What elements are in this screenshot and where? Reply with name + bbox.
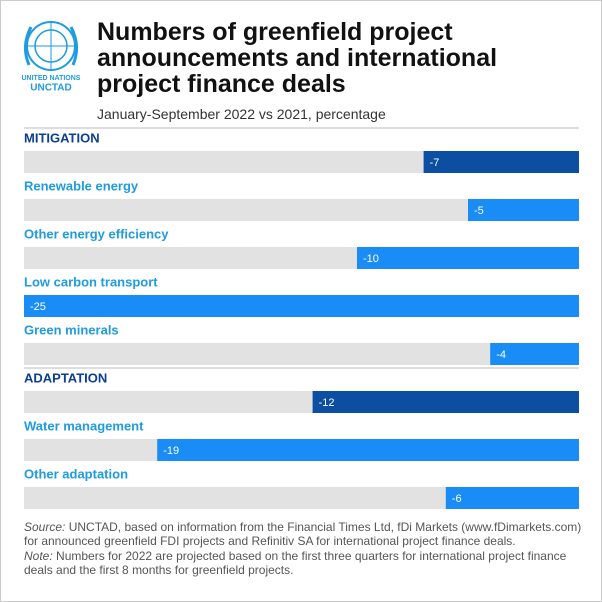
bar-track <box>24 199 579 221</box>
logo: UNITED NATIONS UNCTAD <box>22 21 81 94</box>
category-label: Other adaptation <box>24 466 128 481</box>
note-text: Numbers for 2022 are projected based on … <box>24 549 567 577</box>
value-label: -5 <box>474 205 484 217</box>
category-label: Other energy efficiency <box>24 226 169 241</box>
value-label: -4 <box>496 349 506 361</box>
chart-subtitle: January-September 2022 vs 2021, percenta… <box>97 106 386 122</box>
bar <box>490 343 579 365</box>
value-label: -10 <box>363 253 379 265</box>
category-label: Low carbon transport <box>24 274 158 289</box>
category-label: Water management <box>24 418 144 433</box>
chart: MITIGATION -7 Renewable energy -5 Other ener… <box>24 127 579 509</box>
logo-line2: UNCTAD <box>30 83 71 94</box>
chart-title: Numbers of greenfield project announceme… <box>97 18 498 98</box>
source-label: Source: <box>24 520 66 534</box>
logo-line1: UNITED NATIONS <box>22 75 81 82</box>
category-label: Green minerals <box>24 322 119 337</box>
bar <box>445 487 579 509</box>
value-label: -6 <box>452 493 462 505</box>
bar-track <box>24 487 579 509</box>
bar <box>157 439 579 461</box>
category-label: Renewable energy <box>24 178 139 193</box>
footer: Source: UNCTAD, based on information fro… <box>24 520 584 578</box>
note: Note: Numbers for 2022 are projected bas… <box>24 549 584 577</box>
value-label: -12 <box>319 397 335 409</box>
bar <box>312 391 579 413</box>
category-label: ADAPTATION <box>24 370 107 385</box>
bar <box>357 247 579 269</box>
source-text: UNCTAD, based on information from the Fi… <box>24 520 582 548</box>
category-label: MITIGATION <box>24 130 100 145</box>
value-label: -7 <box>430 157 440 169</box>
source: Source: UNCTAD, based on information fro… <box>24 520 584 548</box>
bar <box>24 295 579 317</box>
value-label: -25 <box>30 301 46 313</box>
value-label: -19 <box>163 445 179 457</box>
note-label: Note: <box>24 549 53 563</box>
bar-track <box>24 343 579 365</box>
bar <box>468 199 579 221</box>
bar <box>423 151 579 173</box>
